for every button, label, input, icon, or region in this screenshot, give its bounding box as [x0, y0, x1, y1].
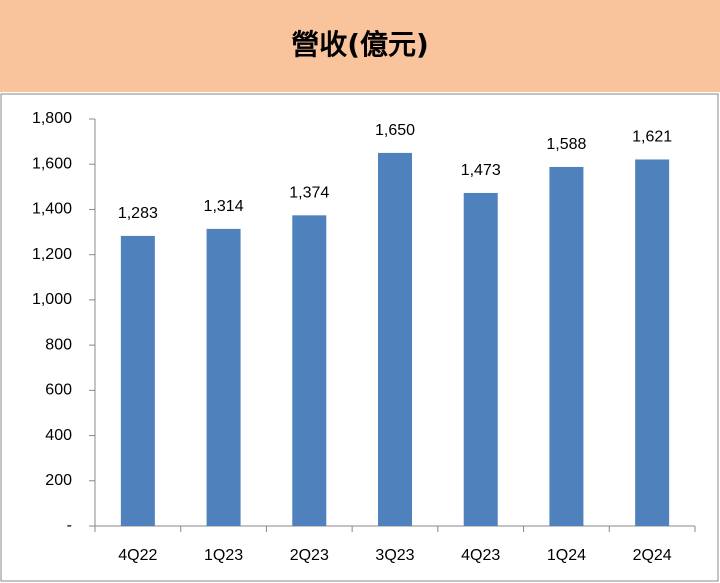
y-tick-label: 800	[45, 336, 72, 353]
bar	[463, 192, 498, 526]
y-tick-label: 1,800	[32, 110, 72, 127]
y-tick-label: -	[67, 517, 72, 534]
chart-frame	[0, 93, 719, 582]
value-label: 1,374	[289, 185, 329, 202]
x-tick-label: 4Q22	[118, 547, 157, 564]
bar	[206, 228, 241, 526]
bar	[635, 159, 670, 527]
x-tick-label: 2Q24	[633, 547, 672, 564]
value-label: 1,283	[118, 205, 158, 222]
x-tick-label: 2Q23	[290, 547, 329, 564]
y-tick-label: 1,600	[32, 155, 72, 172]
x-tick-label: 1Q24	[547, 547, 586, 564]
bar	[378, 152, 412, 526]
value-label: 1,621	[632, 129, 672, 146]
y-tick-label: 600	[45, 382, 72, 399]
x-tick-label: 1Q23	[204, 547, 243, 564]
y-tick-label: 1,400	[32, 201, 72, 218]
bar	[549, 166, 584, 527]
title-band	[0, 0, 720, 92]
y-tick-label: 200	[45, 472, 72, 489]
value-label: 1,314	[204, 198, 244, 215]
value-label: 1,650	[375, 122, 415, 139]
y-tick-label: 1,200	[32, 246, 72, 263]
y-tick-label: 1,000	[32, 291, 72, 308]
value-label: 1,588	[546, 136, 586, 153]
bar	[120, 235, 155, 526]
y-tick-label: 400	[45, 427, 72, 444]
x-tick-label: 3Q23	[375, 547, 414, 564]
value-label: 1,473	[461, 162, 501, 179]
x-tick-label: 4Q23	[461, 547, 500, 564]
chart-title: 營收(億元)	[291, 28, 429, 61]
bar	[292, 215, 327, 526]
